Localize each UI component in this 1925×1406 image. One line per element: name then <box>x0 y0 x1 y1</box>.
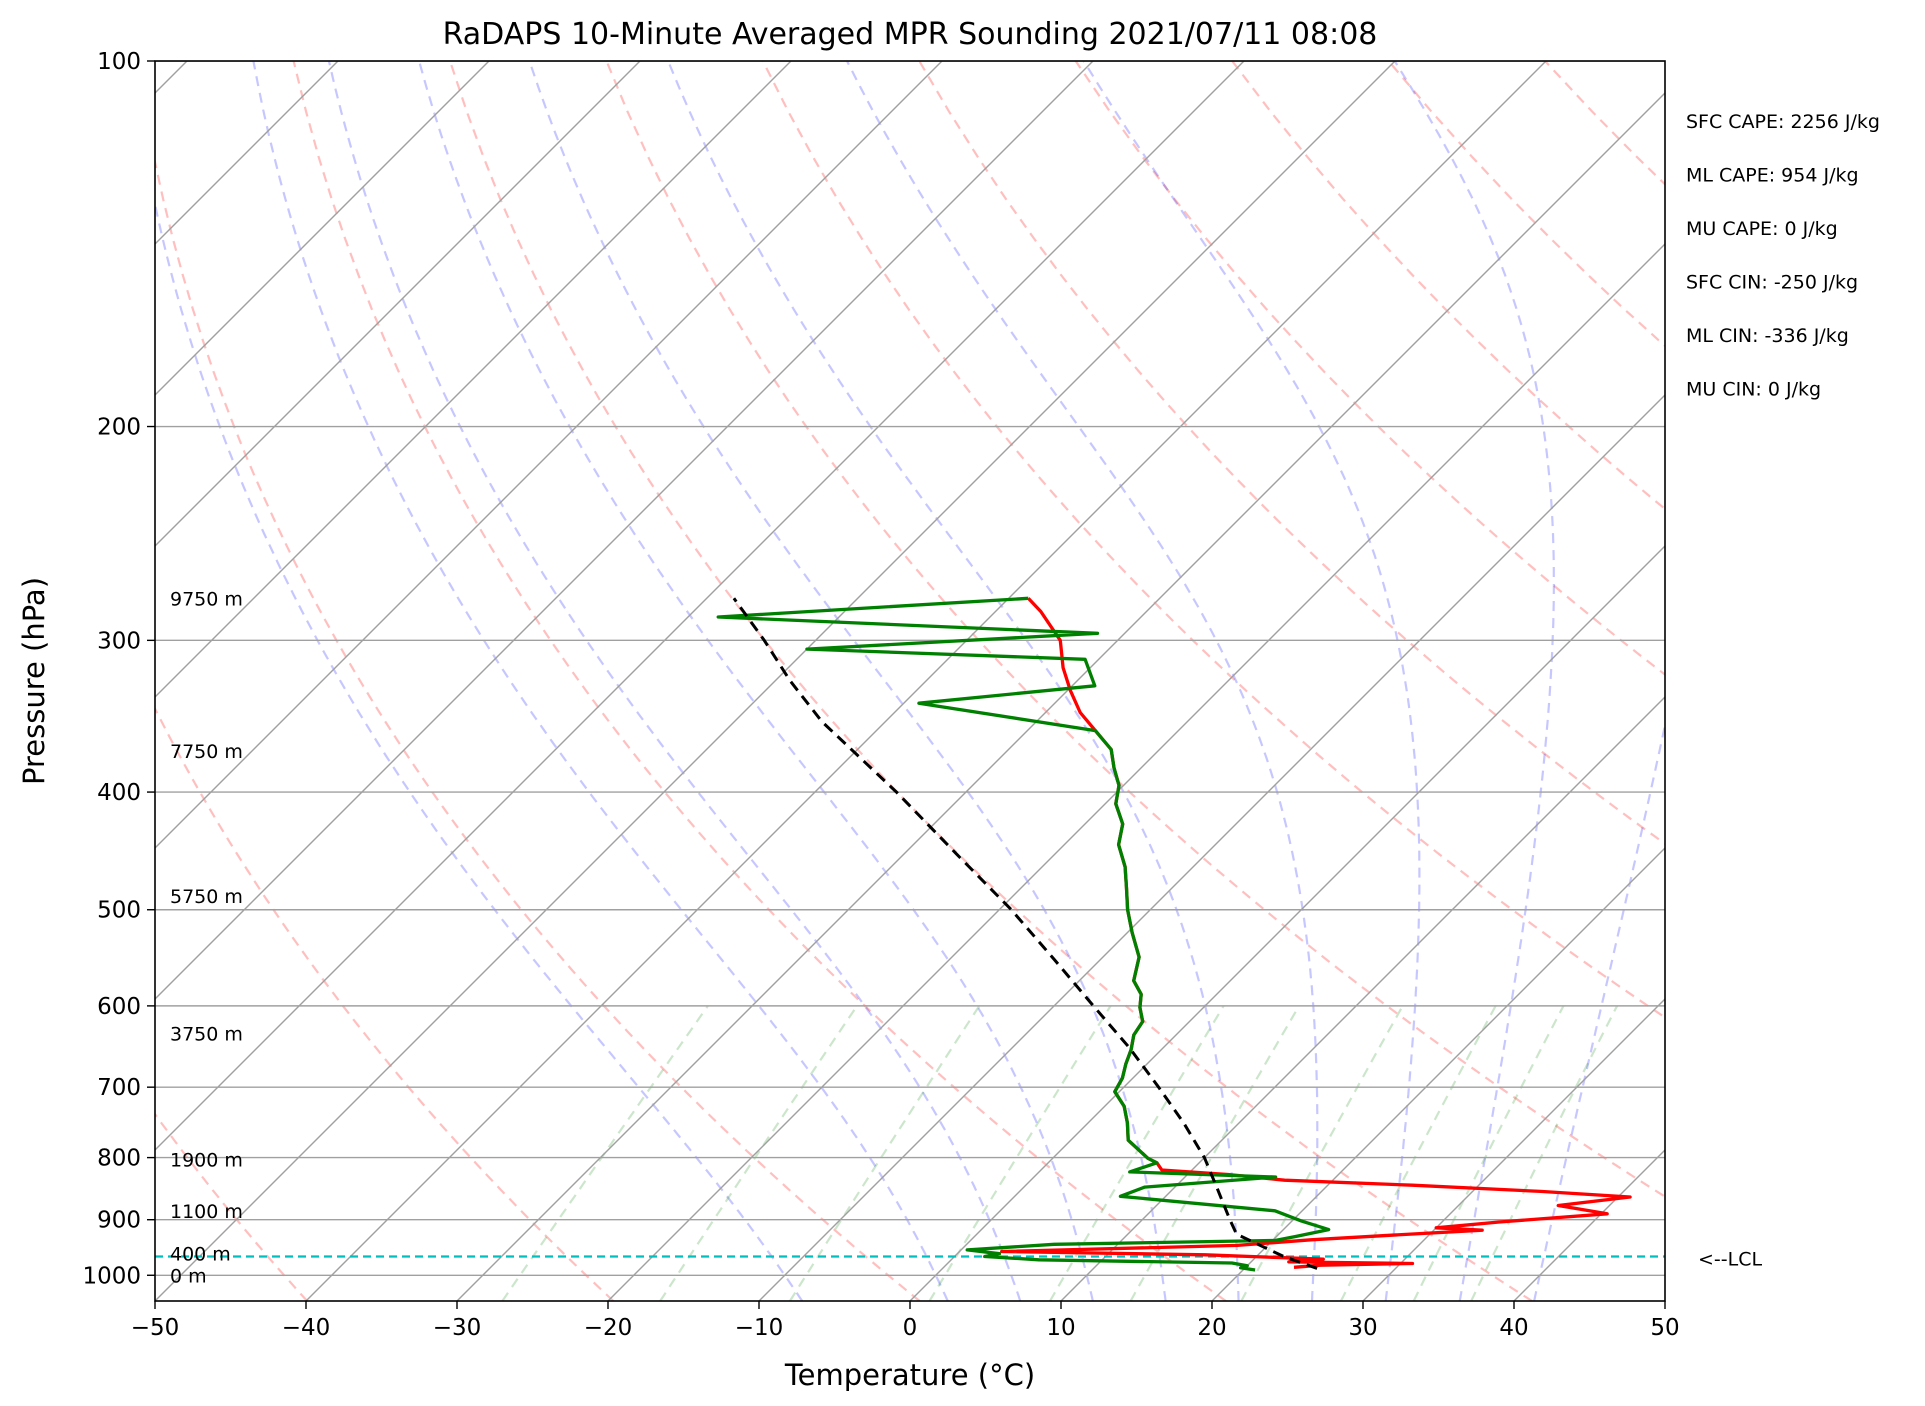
isotherm-line <box>305 61 1547 1301</box>
y-tick-label: 900 <box>97 1208 141 1234</box>
x-tick-label: −50 <box>131 1315 180 1341</box>
dry-adiabat-line <box>1544 61 1665 186</box>
annotations: 9750 m 7750 m 5750 m 3750 m 1900 m 1100 m 400 … <box>170 111 1880 1287</box>
x-axis-label: Temperature (°C) <box>784 1358 1035 1392</box>
moist-adiabat-line <box>667 61 1240 1301</box>
dry-adiabat-line <box>155 156 921 1301</box>
lcl-label: <--LCL <box>1698 1248 1762 1270</box>
temperature-line <box>1000 597 1632 1269</box>
height-label: 400 m <box>170 1244 231 1266</box>
stat-label: MU CAPE: 0 J/kg <box>1686 218 1838 240</box>
isotherm-line <box>456 92 1665 1301</box>
stat-label: SFC CAPE: 2256 J/kg <box>1686 111 1880 133</box>
dry-adiabat-line <box>918 61 1665 846</box>
mixing-ratio-line <box>1412 1005 1565 1301</box>
stat-label: MU CIN: 0 J/kg <box>1686 379 1821 401</box>
dry-adiabat-line <box>1701 61 1925 1301</box>
x-tick-label: 30 <box>1348 1315 1377 1341</box>
mixing-ratio-line <box>659 1005 858 1301</box>
y-tick-label: 1000 <box>82 1263 141 1289</box>
isotherm-line <box>1816 61 1925 1301</box>
isotherm-line <box>155 61 1245 1151</box>
dry-adiabat-line <box>761 61 1665 1019</box>
moist-adiabat-line <box>155 199 804 1301</box>
mixing-ratio-line <box>1240 1005 1404 1301</box>
data-series <box>155 596 1665 1272</box>
dry-adiabat-line <box>1074 61 1665 677</box>
dry-adiabat-line <box>292 61 1227 1301</box>
dry-adiabat-line <box>155 706 615 1301</box>
height-label: 1900 m <box>170 1150 243 1172</box>
x-tick-label: −10 <box>735 1315 784 1341</box>
y-tick-label: 800 <box>97 1146 141 1172</box>
isotherm-line <box>607 243 1665 1301</box>
y-tick-label: 200 <box>97 415 141 441</box>
x-tick-label: −30 <box>433 1315 482 1341</box>
moist-adiabat-line <box>1082 61 1421 1301</box>
dry-adiabat-line <box>605 61 1665 1198</box>
mixing-ratio-line <box>928 1005 1112 1301</box>
moist-adiabat-line <box>846 61 1319 1301</box>
y-tick-label: 400 <box>97 780 141 806</box>
y-axis-label: Pressure (hPa) <box>17 577 51 785</box>
isotherm-line <box>155 61 943 849</box>
background-lines <box>0 61 1925 1301</box>
dry-adiabat-line <box>448 61 1533 1301</box>
y-tick-label: 500 <box>97 898 141 924</box>
grid-lines <box>155 61 1925 1301</box>
height-label: 5750 m <box>170 886 243 908</box>
x-tick-label: 40 <box>1499 1315 1528 1341</box>
dry-adiabat-line <box>0 61 1 1301</box>
isotherm-line <box>155 61 1396 1301</box>
dry-adiabat-line <box>1387 61 1665 348</box>
mixing-ratio-line <box>1470 1005 1619 1301</box>
parcel-line <box>732 597 1318 1270</box>
x-tick-label: 0 <box>903 1315 918 1341</box>
y-tick-label: 600 <box>97 994 141 1020</box>
dewpoint-line <box>716 596 1331 1272</box>
moist-adiabat-line <box>1533 720 1665 1301</box>
dry-adiabat-line <box>1231 61 1665 511</box>
isotherm-line <box>155 61 490 396</box>
height-label: 1100 m <box>170 1201 243 1223</box>
x-tick-label: −40 <box>282 1315 331 1341</box>
isotherm-line <box>1060 696 1665 1301</box>
mixing-ratio-line <box>788 1005 981 1301</box>
moist-adiabat-line <box>327 61 1022 1301</box>
chart-title: RaDAPS 10-Minute Averaged MPR Sounding 2… <box>443 17 1378 52</box>
moist-adiabat-line <box>1393 61 1556 1301</box>
isotherm-line <box>1664 1300 1665 1301</box>
stat-label: ML CIN: -336 J/kg <box>1686 325 1849 347</box>
mixing-ratio-line <box>501 1005 709 1301</box>
axes: −50 −40 −30 −20 −10 0 10 20 30 40 50 100 200 300 400 50… <box>82 49 1679 1341</box>
x-tick-label: 50 <box>1650 1315 1679 1341</box>
stat-label: ML CAPE: 954 J/kg <box>1686 165 1859 187</box>
x-tick-label: −20 <box>584 1315 633 1341</box>
height-label: 0 m <box>170 1265 207 1287</box>
isotherm-line <box>1211 847 1665 1301</box>
isotherm-line <box>155 61 1094 1000</box>
isotherm-line <box>155 61 641 547</box>
moist-adiabat-line <box>252 61 949 1301</box>
moist-adiabat-line <box>528 61 1167 1301</box>
height-label: 7750 m <box>170 741 243 763</box>
y-tick-label: 700 <box>97 1075 141 1101</box>
x-tick-label: 10 <box>1046 1315 1075 1341</box>
y-tick-label: 100 <box>97 49 141 75</box>
isotherm-line <box>909 545 1665 1301</box>
height-label: 9750 m <box>170 588 243 610</box>
stat-label: SFC CIN: -250 J/kg <box>1686 272 1858 294</box>
x-tick-label: 20 <box>1197 1315 1226 1341</box>
y-tick-label: 300 <box>97 628 141 654</box>
isotherm-line <box>758 394 1665 1301</box>
isotherm-line <box>155 61 792 698</box>
isotherm-line <box>1362 998 1665 1301</box>
height-label: 3750 m <box>170 1023 243 1045</box>
moist-adiabat-line <box>418 61 1094 1301</box>
